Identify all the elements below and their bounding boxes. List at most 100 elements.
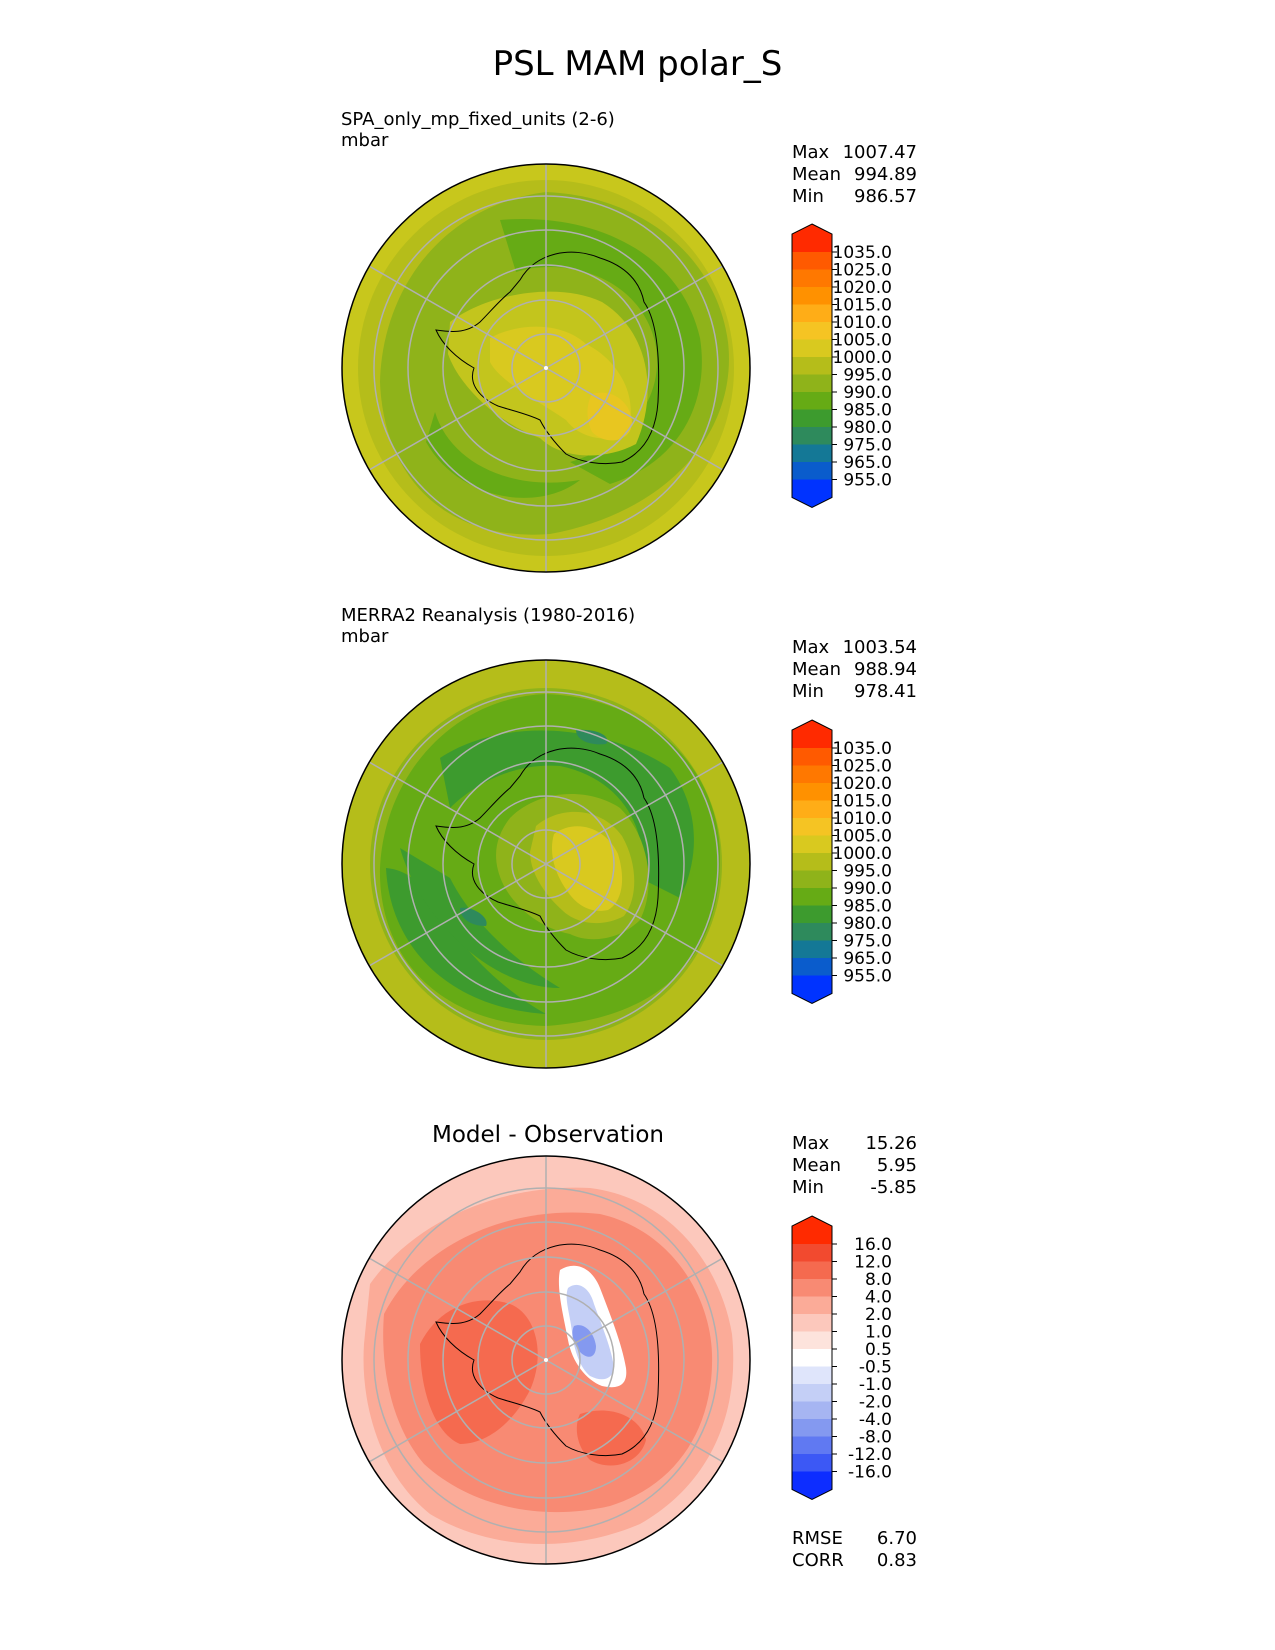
colorbar-tick-label: 980.0 — [843, 914, 892, 934]
colorbar-extension-max — [792, 1216, 832, 1244]
colorbar-segment — [792, 409, 832, 428]
colorbar-tick-label: 1035.0 — [833, 243, 892, 263]
panel-1-units: mbar — [341, 130, 389, 151]
colorbar-extension-max — [792, 720, 832, 748]
colorbar-tick-label: 1015.0 — [833, 792, 892, 812]
colorbar-segment — [792, 1244, 832, 1262]
panel-2-map — [341, 659, 751, 1069]
colorbar-tick-label: -1.0 — [859, 1375, 892, 1395]
stat-corr: CORR 0.83 — [792, 1550, 917, 1571]
colorbar-segment — [792, 287, 832, 305]
colorbar-tick-label: 1000.0 — [833, 348, 892, 368]
colorbar-segment — [792, 339, 832, 358]
colorbar-segment — [792, 1349, 832, 1367]
colorbar-segment — [792, 444, 832, 463]
colorbar-segment — [792, 252, 832, 270]
colorbar-segment — [792, 1436, 832, 1455]
colorbar-segment — [792, 357, 832, 375]
colorbar-segment — [792, 1366, 832, 1385]
colorbar-outline — [791, 719, 833, 1005]
colorbar-segment — [792, 1261, 832, 1280]
panel-2-stats: Max 1003.54 Mean 988.94 Min 978.41 — [792, 637, 917, 703]
colorbar-tick-label: 1020.0 — [833, 278, 892, 298]
colorbar-segment — [792, 1314, 832, 1332]
stat-mean: Mean 5.95 — [792, 1155, 917, 1176]
colorbar-segment — [792, 940, 832, 959]
stat-mean: Mean 994.89 — [792, 164, 917, 185]
colorbar-tick-label: 1025.0 — [833, 757, 892, 777]
colorbar-segment — [792, 322, 832, 340]
south-pole-marker — [544, 1358, 548, 1362]
colorbar-outline — [791, 223, 833, 509]
panel-3-map — [341, 1155, 751, 1565]
colorbar-segment — [792, 427, 832, 445]
map-field-band — [576, 729, 608, 745]
colorbar-tick-label: 0.5 — [865, 1340, 892, 1360]
colorbar-segment — [792, 462, 832, 480]
colorbar-tick-label: -12.0 — [848, 1445, 892, 1465]
colorbar-tick-label: -2.0 — [859, 1393, 892, 1413]
colorbar-tick-label: -0.5 — [859, 1358, 892, 1378]
map-field-band — [440, 730, 694, 898]
colorbar-segment — [792, 269, 832, 288]
colorbar-tick-label: 975.0 — [843, 436, 892, 456]
colorbar-tick-label: 975.0 — [843, 932, 892, 952]
colorbar-tick-label: 1010.0 — [833, 809, 892, 829]
colorbar-segment — [792, 1279, 832, 1297]
colorbar-tick-label: 1035.0 — [833, 739, 892, 759]
colorbar-segment — [792, 800, 832, 819]
colorbar-segment — [792, 1331, 832, 1350]
colorbar-tick-label: 4.0 — [865, 1288, 892, 1308]
stat-max: Max 15.26 — [792, 1133, 917, 1154]
panel-1-map — [341, 163, 751, 573]
colorbar-tick-label: 955.0 — [843, 967, 892, 987]
stat-max: Max 1007.47 — [792, 142, 917, 163]
colorbar-tick-label: 8.0 — [865, 1270, 892, 1290]
colorbar-extension-max — [792, 224, 832, 252]
stat-min: Min 978.41 — [792, 681, 917, 702]
colorbar-tick-label: 990.0 — [843, 383, 892, 403]
colorbar-outline — [791, 1215, 833, 1501]
stat-max: Max 1003.54 — [792, 637, 917, 658]
colorbar-segment — [792, 1454, 832, 1472]
panel-1-label: SPA_only_mp_fixed_units (2-6) — [341, 109, 615, 130]
colorbar-segment — [792, 783, 832, 801]
antarctica-coastline — [435, 747, 660, 961]
stat-mean: Mean 988.94 — [792, 659, 917, 680]
colorbar-segment — [792, 853, 832, 871]
map-boundary — [341, 659, 751, 1069]
colorbar-extension-min — [792, 975, 832, 1004]
colorbar-tick-label: 985.0 — [843, 401, 892, 421]
colorbar-tick-label: 995.0 — [843, 862, 892, 882]
colorbar-tick-label: 990.0 — [843, 879, 892, 899]
colorbar-tick-label: 16.0 — [854, 1235, 892, 1255]
colorbar-tick-label: -8.0 — [859, 1428, 892, 1448]
colorbar-tick-label: 1020.0 — [833, 774, 892, 794]
colorbar-extension-min — [792, 479, 832, 508]
panel-3-skill-stats: RMSE 6.70 CORR 0.83 — [792, 1528, 917, 1572]
colorbar-tick-label: 1.0 — [865, 1323, 892, 1343]
colorbar-tick-label: -16.0 — [848, 1463, 892, 1483]
panel-2-colorbar: 1035.01025.01020.01015.01010.01005.01000… — [791, 719, 892, 1005]
colorbar-tick-label: 1010.0 — [833, 313, 892, 333]
panel-2-label: MERRA2 Reanalysis (1980-2016) — [341, 605, 636, 626]
map-boundary — [341, 1155, 751, 1565]
colorbar-tick-label: 2.0 — [865, 1305, 892, 1325]
map-field-band — [426, 412, 580, 498]
map-boundary — [341, 163, 751, 573]
figure-title: PSL MAM polar_S — [492, 44, 783, 84]
graticule — [368, 660, 724, 1068]
antarctica-coastline — [435, 1243, 660, 1457]
colorbar-tick-label: 1005.0 — [833, 827, 892, 847]
colorbar-extension-min — [792, 1471, 832, 1500]
colorbar-segment — [792, 888, 832, 906]
stat-rmse: RMSE 6.70 — [792, 1528, 917, 1549]
colorbar-segment — [792, 374, 832, 393]
colorbar-tick-label: 965.0 — [843, 949, 892, 969]
stat-min: Min 986.57 — [792, 186, 917, 207]
colorbar-segment — [792, 958, 832, 976]
colorbar-segment — [792, 304, 832, 323]
colorbar-tick-label: 980.0 — [843, 418, 892, 438]
colorbar-segment — [792, 748, 832, 766]
colorbar-tick-label: -4.0 — [859, 1410, 892, 1430]
